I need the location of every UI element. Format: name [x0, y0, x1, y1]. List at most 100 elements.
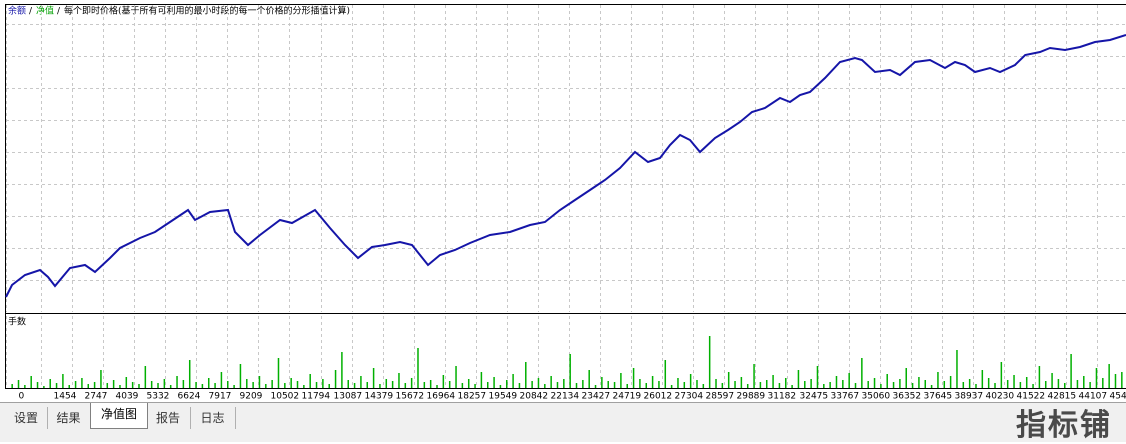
lot-bar [1077, 380, 1079, 388]
x-tick-label: 0 [19, 392, 25, 402]
lot-bar [538, 378, 540, 388]
lot-bar [861, 358, 863, 388]
lot-bar [436, 385, 438, 388]
lot-bar [848, 373, 850, 388]
lot-bar [899, 379, 901, 388]
lot-bar [164, 379, 166, 388]
lot-bar [151, 381, 153, 388]
lot-bar [741, 377, 743, 388]
lot-bar [214, 383, 216, 388]
lot-bar [195, 382, 197, 388]
lot-bar [1083, 376, 1085, 388]
lot-bar [671, 385, 673, 388]
lot-bar [525, 362, 527, 388]
x-tick-label: 19549 [489, 392, 518, 402]
lot-bar [1051, 373, 1053, 388]
lot-bar [347, 380, 349, 388]
x-tick-label: 14379 [365, 392, 394, 402]
lot-bar [500, 385, 502, 388]
x-tick-label: 20842 [520, 392, 549, 402]
lot-bar [1102, 378, 1104, 388]
lot-bar [43, 386, 45, 388]
x-tick-label: 23427 [582, 392, 611, 402]
lot-bar [493, 377, 495, 388]
lot-bar [189, 360, 191, 388]
lot-bar [132, 382, 134, 388]
lot-bar [703, 384, 705, 388]
lot-bar [100, 370, 102, 388]
lot-bar [233, 385, 235, 388]
lot-bar [823, 384, 825, 388]
lot-bar [145, 366, 147, 388]
lot-bar [1064, 383, 1066, 388]
lot-bar [950, 376, 952, 388]
tab[interactable]: 设置 [5, 407, 48, 429]
lot-bar [753, 364, 755, 388]
lot-bar [912, 383, 914, 388]
tab[interactable]: 结果 [47, 407, 91, 429]
lot-bar [405, 383, 407, 388]
chart: 余额 / 净值 / 每个即时价格(基于所有可利用的最小时段的每一个价格的分形插值… [0, 0, 1126, 402]
x-tick-label: 10502 [271, 392, 300, 402]
lot-bar [563, 379, 565, 388]
lot-bar [157, 383, 159, 388]
lot-bar [303, 385, 305, 388]
x-tick-label: 15672 [396, 392, 425, 402]
lot-bar [37, 382, 39, 388]
lot-bar [969, 379, 971, 388]
watermark: 指标铺 [1016, 400, 1112, 444]
lot-bar [557, 382, 559, 388]
tab-bar: 设置结果净值图报告日志 [0, 402, 1126, 442]
tab[interactable]: 报告 [146, 407, 191, 429]
lot-bar [183, 380, 185, 388]
lot-bar [113, 380, 115, 388]
legend-note: 每个即时价格(基于所有可利用的最小时段的每一个价格的分形插值计算) [64, 5, 350, 17]
lot-bar [550, 376, 552, 388]
lot-bar [798, 370, 800, 388]
lot-bar [1108, 364, 1110, 388]
lot-bar [443, 375, 445, 388]
lot-bar [791, 385, 793, 388]
lot-bar [455, 366, 457, 388]
tab[interactable]: 日志 [190, 407, 236, 429]
lot-bar [341, 352, 343, 388]
x-tick-label: 2747 [85, 392, 108, 402]
legend-balance: 余额 [8, 5, 26, 17]
lot-bar [88, 384, 90, 388]
lot-bar [829, 382, 831, 388]
lot-bar [24, 385, 26, 388]
lot-bar [747, 384, 749, 388]
lot-bar [785, 378, 787, 388]
lot-bar [354, 383, 356, 388]
lot-bar [1045, 381, 1047, 388]
lot-bar [11, 384, 13, 388]
lot-bar [373, 368, 375, 388]
x-tick-label: 35060 [862, 392, 891, 402]
lot-bar [601, 377, 603, 388]
lot-bar [1115, 374, 1117, 388]
lot-bar [696, 380, 698, 388]
lot-bar [246, 379, 248, 388]
lot-bar [449, 381, 451, 388]
lot-bar [544, 384, 546, 388]
lot-bar [582, 380, 584, 388]
lot-bar [886, 374, 888, 388]
lot-bar [398, 373, 400, 388]
lot-bar [944, 381, 946, 388]
lot-bar [804, 381, 806, 388]
lot-bar [734, 381, 736, 388]
lot-bar [652, 376, 654, 388]
tab[interactable]: 净值图 [90, 403, 148, 429]
lot-bar [988, 378, 990, 388]
lot-bar [1001, 362, 1003, 388]
lot-bar [836, 376, 838, 388]
lot-bar [665, 360, 667, 388]
lot-bar [68, 385, 70, 388]
lot-bar [1070, 354, 1072, 388]
lot-bar [1058, 379, 1060, 388]
lot-bar [202, 384, 204, 388]
lot-bar [386, 379, 388, 388]
x-tick-label: 24719 [613, 392, 642, 402]
lot-bar [259, 376, 261, 388]
